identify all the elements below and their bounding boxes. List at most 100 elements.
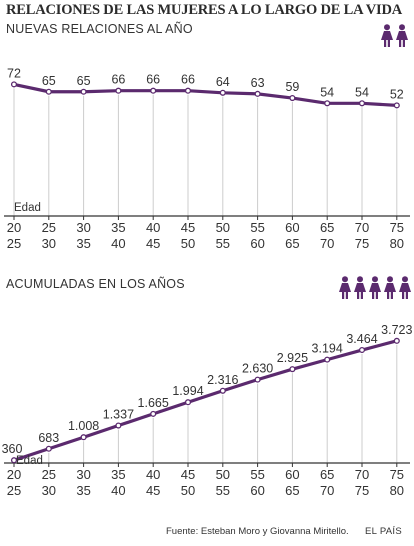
x-tick-label-start: 50: [216, 467, 230, 482]
x-tick-label-end: 75: [355, 483, 369, 498]
data-point: [184, 399, 192, 406]
data-point: [45, 88, 52, 95]
x-tick-label-end: 70: [320, 236, 334, 251]
series-line: [13, 82, 397, 107]
x-tick-label-start: 60: [285, 220, 299, 235]
data-point: [289, 94, 296, 102]
x-tick-label-start: 40: [146, 220, 160, 235]
x-tick-label-end: 40: [111, 483, 125, 498]
data-point: [150, 410, 157, 417]
data-label: 2.630: [242, 362, 273, 376]
x-tick-label-start: 40: [146, 467, 160, 482]
chart-subtitle-new-relations: NUEVAS RELACIONES AL AÑO: [6, 22, 193, 36]
woman-icon: [396, 24, 408, 47]
x-tick-label-start: 35: [111, 220, 125, 235]
data-label: 1.994: [172, 384, 203, 398]
data-label: 54: [355, 85, 369, 99]
x-tick-label-end: 70: [320, 483, 334, 498]
woman-icon: [354, 276, 366, 299]
x-tick-label-start: 70: [355, 467, 369, 482]
data-point: [10, 81, 18, 88]
data-label: 2.316: [207, 373, 238, 387]
data-point: [358, 346, 366, 354]
data-label: 3.464: [346, 332, 377, 346]
chart-title: RELACIONES DE LAS MUJERES A LO LARGO DE …: [6, 2, 403, 18]
x-tick-label-end: 80: [390, 483, 404, 498]
data-point: [219, 89, 226, 96]
data-label: 59: [285, 80, 299, 94]
x-tick-label-start: 55: [250, 220, 264, 235]
data-label: 65: [77, 74, 91, 88]
x-tick-label-start: 60: [285, 467, 299, 482]
x-tick-label-end: 65: [285, 483, 299, 498]
data-point: [115, 87, 122, 94]
data-label: 64: [216, 75, 230, 89]
x-tick-label-end: 50: [181, 483, 195, 498]
data-label: 65: [42, 74, 56, 88]
data-label: 2.925: [277, 351, 308, 365]
woman-icons-bottom: [338, 276, 412, 300]
data-point: [358, 100, 366, 107]
data-point: [393, 102, 400, 109]
data-point: [254, 90, 261, 97]
data-point: [10, 457, 18, 464]
data-label: 66: [146, 73, 160, 87]
x-tick-label-start: 45: [181, 467, 195, 482]
x-tick-label-start: 55: [250, 467, 264, 482]
x-tick-label-start: 75: [390, 467, 404, 482]
x-tick-label-end: 40: [111, 236, 125, 251]
x-tick-label-start: 20: [7, 467, 21, 482]
x-tick-label-start: 25: [42, 220, 56, 235]
x-tick-label-start: 20: [7, 220, 21, 235]
data-label: 63: [251, 76, 265, 90]
data-point: [289, 366, 296, 373]
woman-icon: [369, 276, 381, 299]
x-tick-label-start: 25: [42, 467, 56, 482]
x-tick-label-start: 65: [320, 467, 334, 482]
x-tick-label-start: 70: [355, 220, 369, 235]
x-tick-label-end: 50: [181, 236, 195, 251]
woman-icon: [339, 276, 351, 299]
x-tick-label-start: 45: [181, 220, 195, 235]
data-point: [150, 87, 157, 94]
x-axis-title: Edad: [14, 202, 41, 214]
x-tick-label-start: 30: [76, 220, 90, 235]
data-label: 3.723: [381, 323, 412, 337]
data-point: [45, 445, 52, 452]
x-tick-label-end: 60: [250, 483, 264, 498]
woman-icon: [399, 276, 411, 299]
source-note: Fuente: Esteban Moro y Giovanna Miritell…: [166, 526, 349, 537]
data-point: [393, 337, 400, 344]
data-point: [219, 387, 226, 394]
data-label: 683: [38, 431, 59, 445]
x-tick-label-start: 30: [76, 467, 90, 482]
data-label: 54: [320, 85, 334, 99]
data-point: [324, 100, 331, 107]
x-tick-label-start: 65: [320, 220, 334, 235]
data-label: 66: [181, 73, 195, 87]
x-tick-label-end: 35: [76, 236, 90, 251]
x-tick-label-end: 60: [250, 236, 264, 251]
data-point: [80, 88, 87, 95]
data-point: [184, 87, 192, 94]
x-tick-label-start: 50: [216, 220, 230, 235]
x-tick-label-end: 45: [146, 483, 160, 498]
data-point: [254, 376, 261, 383]
woman-icon: [384, 276, 396, 299]
woman-icons-top: [380, 24, 409, 48]
x-tick-label-end: 30: [42, 236, 56, 251]
x-axis-title: Edad: [16, 455, 43, 467]
x-tick-label-end: 25: [7, 236, 21, 251]
x-tick-label-end: 55: [216, 483, 230, 498]
chart-subtitle-accumulated: ACUMULADAS EN LOS AÑOS: [6, 277, 185, 291]
data-point: [115, 422, 122, 429]
data-label: 360: [2, 442, 23, 456]
x-tick-label-start: 35: [111, 467, 125, 482]
x-tick-label-end: 30: [42, 483, 56, 498]
data-label: 72: [7, 66, 21, 80]
data-label: 3.194: [312, 342, 343, 356]
data-label: 1.665: [138, 396, 169, 410]
data-label: 52: [390, 87, 404, 101]
